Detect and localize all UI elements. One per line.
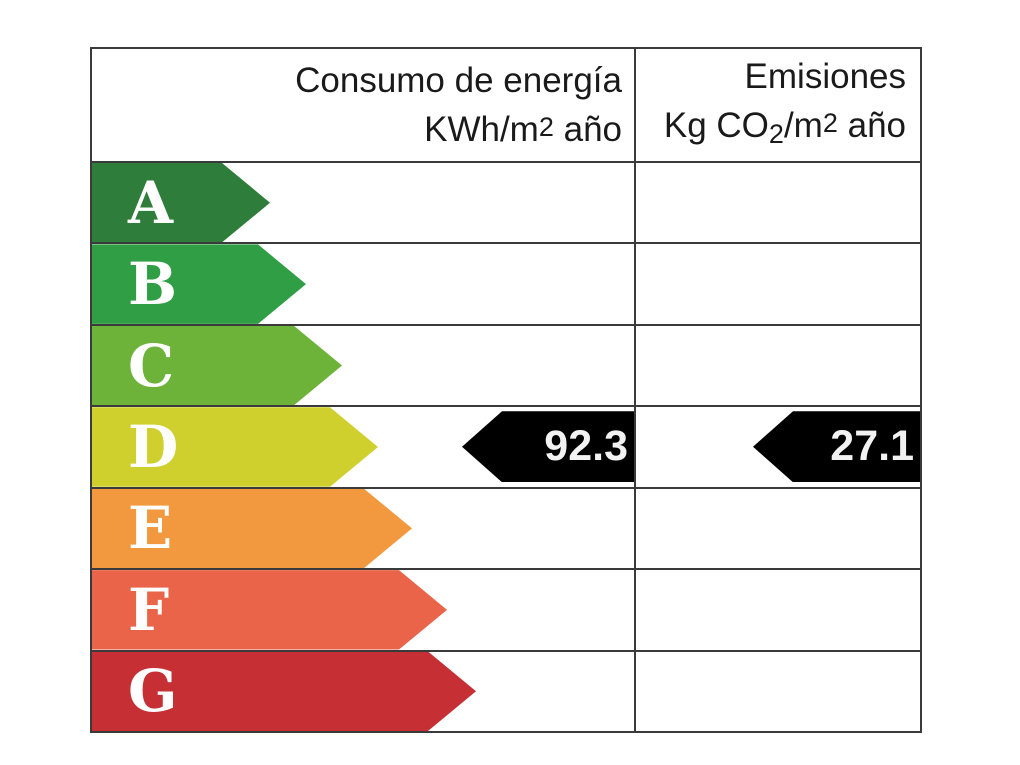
rating-row-d: D 92.3 27.1 xyxy=(92,405,920,486)
rating-letter-c: C xyxy=(128,331,175,400)
consumption-value: 92.3 xyxy=(544,422,628,471)
superscript-two: 2 xyxy=(822,107,838,138)
rating-row-e: E xyxy=(92,486,920,568)
emissions-header-unit: Kg CO2/m2 año xyxy=(663,105,906,149)
consumption-header: Consumo de energía KWh/m2 año xyxy=(92,49,634,161)
rating-arrow-c-icon: C xyxy=(92,326,342,405)
rating-row-b: B xyxy=(92,242,920,323)
subscript-two: 2 xyxy=(768,118,784,149)
rating-arrow-g-icon: G xyxy=(92,652,476,731)
rating-rows: A B C D 92.3 27 xyxy=(92,161,920,731)
rating-row-g: G xyxy=(92,649,920,731)
emissions-header: Emisiones Kg CO2/m2 año xyxy=(636,49,920,161)
column-divider xyxy=(634,49,636,731)
rating-letter-d: D xyxy=(128,412,179,481)
rating-row-c: C xyxy=(92,323,920,405)
table-header: Consumo de energía KWh/m2 año Emisiones … xyxy=(92,49,920,161)
rating-arrow-b-icon: B xyxy=(92,244,306,323)
consumption-header-title: Consumo de energía xyxy=(295,60,622,100)
consumption-value-arrow-icon: 92.3 xyxy=(462,411,634,483)
rating-arrow-f-icon: F xyxy=(92,570,447,649)
rating-letter-a: A xyxy=(128,168,174,237)
rating-arrow-a-icon: A xyxy=(92,163,270,242)
rating-row-a: A xyxy=(92,161,920,242)
rating-letter-f: F xyxy=(128,575,170,644)
rating-arrow-e-icon: E xyxy=(92,489,412,568)
superscript-two: 2 xyxy=(538,111,554,142)
emissions-header-title: Emisiones xyxy=(744,56,906,96)
rating-letter-b: B xyxy=(128,250,178,319)
rating-table: Consumo de energía KWh/m2 año Emisiones … xyxy=(90,47,922,733)
consumption-header-unit: KWh/m2 año xyxy=(424,109,622,149)
emissions-value: 27.1 xyxy=(830,422,914,471)
rating-row-f: F xyxy=(92,568,920,649)
rating-arrow-d-icon: D xyxy=(92,407,378,486)
rating-letter-e: E xyxy=(128,494,173,563)
emissions-value-arrow-icon: 27.1 xyxy=(753,411,920,483)
rating-letter-g: G xyxy=(128,657,178,726)
